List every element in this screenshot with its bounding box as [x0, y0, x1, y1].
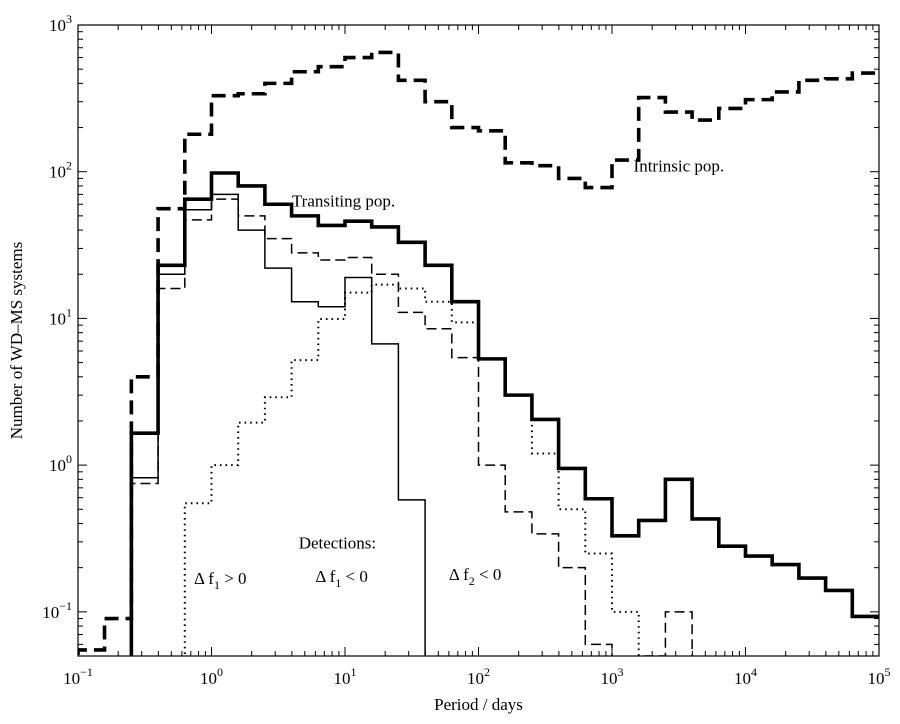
y-tick-label: 102	[49, 159, 72, 182]
annotation-detections: Detections:	[299, 534, 376, 553]
x-tick-label: 100	[200, 665, 223, 688]
series-thick-dashed	[78, 50, 879, 656]
annotation-df1neg: Δ f1 < 0	[315, 567, 368, 590]
series-thin-dashed	[130, 198, 693, 656]
x-axis-label: Period / days	[434, 695, 523, 714]
series-thick-solid	[129, 171, 879, 656]
x-tick-label: 103	[601, 665, 624, 688]
annotation-df2neg: Δ f2 < 0	[449, 565, 502, 588]
y-axis-label: Number of WD–MS systems	[7, 242, 26, 440]
y-tick-label: 10−1	[42, 599, 72, 622]
y-tick-label: 101	[49, 305, 72, 328]
x-tick-label: 10−1	[63, 665, 93, 688]
annotation-df1pos: Δ f1 > 0	[194, 569, 247, 592]
annotation-intrinsic: Intrinsic pop.	[634, 157, 725, 176]
annotation-transiting: Transiting pop.	[292, 191, 395, 210]
x-tick-label: 102	[467, 665, 490, 688]
x-tick-label: 105	[868, 665, 891, 688]
x-tick-label: 101	[334, 665, 357, 688]
y-tick-label: 100	[49, 452, 72, 475]
y-tick-label: 103	[49, 12, 72, 35]
x-tick-label: 104	[734, 665, 757, 688]
